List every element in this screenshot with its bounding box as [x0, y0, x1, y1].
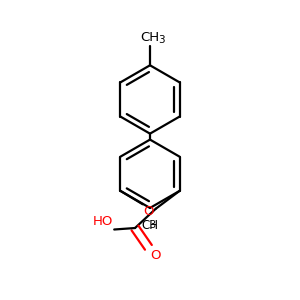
Text: O: O — [144, 205, 154, 218]
Text: CH: CH — [141, 218, 158, 232]
Text: 3: 3 — [158, 35, 165, 45]
Text: HO: HO — [93, 215, 113, 228]
Text: 3: 3 — [149, 220, 155, 230]
Text: CH: CH — [140, 32, 160, 44]
Text: O: O — [150, 249, 160, 262]
